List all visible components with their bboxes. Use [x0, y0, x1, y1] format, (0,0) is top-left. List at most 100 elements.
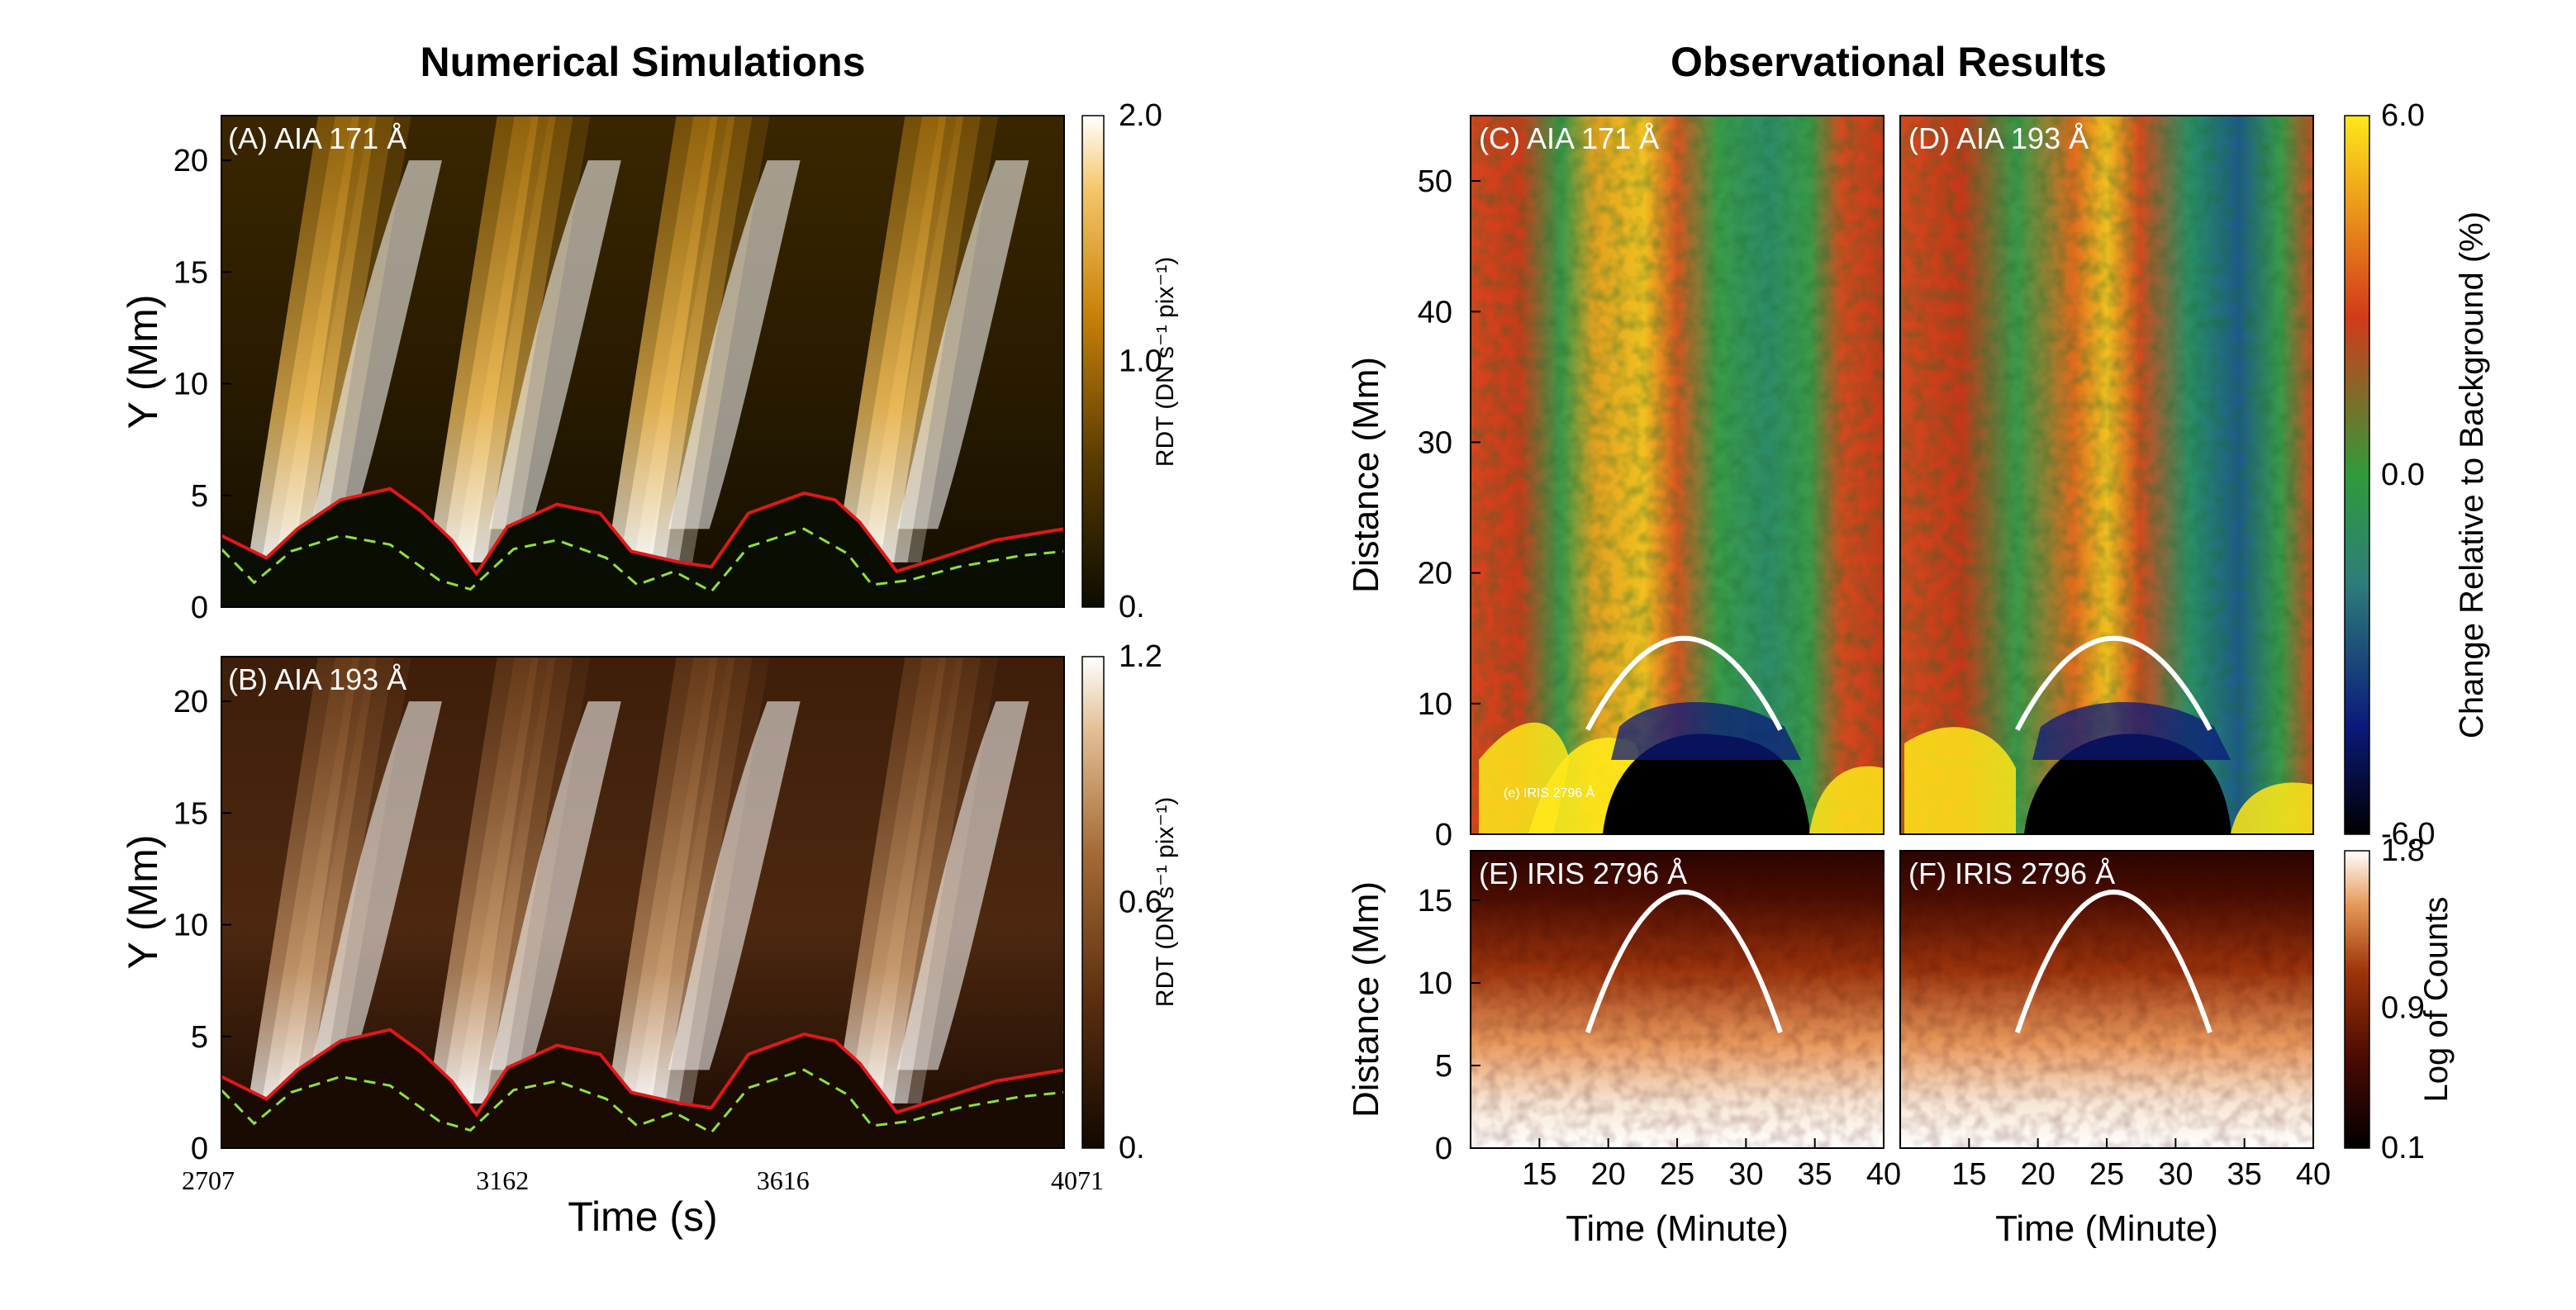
panel-e-y-tick-1: 5 [1435, 1049, 1452, 1084]
panel-d-colorbar-label: Change Relative to Background (%) [2454, 211, 2490, 738]
panel-b-cb-tick-2: 0. [1119, 1131, 1145, 1165]
panel-c-y-tick-1: 10 [1418, 687, 1452, 722]
panel-e-features [1471, 851, 1884, 1148]
panel-b-label: (B) AIA 193 Å [228, 662, 406, 696]
panel-f-x-tick-2: 25 [2089, 1157, 2124, 1192]
panel-c-label: (C) AIA 171 Å [1479, 121, 1659, 155]
panel-a-colorbar-ticks: 2.0 1.0 0. [1119, 98, 1162, 624]
panel-f-x-tick-5: 40 [2296, 1157, 2331, 1192]
panel-a-y-ticks: 0 5 10 15 20 [173, 144, 231, 625]
panel-b-y-tick-1: 5 [191, 1020, 208, 1055]
panel-a-y-axis-title: Y (Mm) [120, 295, 166, 430]
panel-f-cb-tick-2: 0.1 [2381, 1131, 2425, 1165]
panel-e-x-tick-0: 15 [1522, 1157, 1557, 1192]
panel-d-blue-dimming [2032, 702, 2231, 760]
panel-a-dashed-line [221, 527, 1064, 594]
streaksB-core-3 [896, 701, 1029, 1070]
panel-b-dashed-line [221, 1068, 1064, 1135]
panel-c-bright-left [1479, 722, 1570, 834]
panel-f-x-tick-4: 35 [2227, 1157, 2262, 1192]
panel-f-texture [1900, 851, 2313, 1148]
panel-d-cb-tick-1: 0.0 [2381, 458, 2425, 492]
panel-b-colorbar [1081, 656, 1105, 1149]
panel-f-colorbar [2344, 850, 2370, 1149]
panel-e-x-tick-4: 35 [1798, 1157, 1832, 1192]
panel-f: (F) IRIS 2796 Å 15 20 25 30 35 40 Time (Minut… [1899, 833, 2455, 1249]
panel-a-cb-tick-0: 2.0 [1119, 98, 1162, 133]
panel-b-x-tick-2: 3616 [757, 1165, 810, 1195]
panel-b-colorbar-ticks: 1.2 0.6 0. [1119, 639, 1162, 1165]
panel-b-boundary-line [221, 1028, 1064, 1118]
panel-f-x-tick-3: 30 [2158, 1157, 2193, 1192]
panel-b-cb-tick-1: 0.6 [1119, 885, 1162, 920]
panel-c-frame [1470, 115, 1884, 835]
panel-b-x-tick-3: 4071 [1051, 1165, 1104, 1195]
panel-a-cb-tick-1: 1.0 [1119, 344, 1162, 379]
panel-b-y-axis-title: Y (Mm) [120, 835, 166, 970]
panel-a-colorbar [1081, 115, 1105, 608]
right-section-title: Observational Results [1671, 39, 2107, 85]
panel-d-bright-left [1904, 727, 2016, 834]
panel-c-inset-label: (e) IRIS 2796 Å [1504, 785, 1595, 800]
streaksA-streak-1-3 [468, 116, 591, 562]
panel-a-streaks [248, 116, 1029, 562]
panel-e-x-tick-2: 25 [1660, 1157, 1694, 1192]
panel-d-bright-right [2231, 782, 2313, 834]
panel-e-y-tick-2: 10 [1418, 966, 1452, 1001]
panel-e-y-tick-0: 0 [1435, 1132, 1452, 1166]
panel-f-colorbar-label: Log of Counts [2418, 896, 2455, 1102]
streaksA-core-1 [488, 160, 621, 529]
panel-c-y-axis-title: Distance (Mm) [1346, 357, 1386, 593]
panel-b-frame [221, 656, 1065, 1149]
panel-a-overlays [221, 487, 1064, 607]
panel-d: (D) AIA 193 Å 6.0 0.0 -6.0 Change Relative… [1899, 98, 2490, 852]
panel-d-features [1900, 116, 2313, 834]
panel-c-features [1471, 116, 1884, 834]
panel-a-y-tick-1: 5 [191, 479, 208, 514]
panel-f-cb-tick-0: 1.8 [2381, 833, 2425, 868]
panel-a-frame [221, 115, 1065, 608]
panel-e-y-ticks: 0 5 10 15 [1418, 884, 1480, 1166]
panel-f-features [1900, 851, 2313, 1148]
panel-a-label: (A) AIA 171 Å [228, 121, 406, 155]
panel-b-y-tick-2: 10 [173, 909, 208, 943]
streaksB-core-2 [668, 701, 801, 1070]
streaksB-core-0 [309, 701, 442, 1070]
panel-f-x-ticks: 15 20 25 30 35 40 [1951, 1138, 2331, 1192]
panel-a-y-tick-2: 10 [173, 368, 208, 402]
streaksB-streak-0-3 [288, 657, 411, 1104]
streaksB-streak-2-3 [647, 657, 770, 1104]
panel-f-x-tick-1: 20 [2021, 1157, 2056, 1192]
panel-c-parabola [1585, 635, 1783, 731]
streaksA-core-3 [896, 160, 1029, 529]
panel-e: (E) IRIS 2796 Å 0 5 10 15 15 20 25 30 35 40 Dist… [1346, 850, 1901, 1249]
panel-b-x-tick-0: 2707 [182, 1165, 235, 1195]
panel-c-y-tick-2: 20 [1418, 557, 1452, 591]
panel-e-x-tick-1: 20 [1591, 1157, 1626, 1192]
panel-b-cb-tick-0: 1.2 [1119, 639, 1162, 674]
panel-a-boundary-line [221, 487, 1064, 577]
panel-d-frame [1899, 115, 2314, 835]
panel-b-x-ticks: 2707 3162 3616 4071 [182, 1165, 1104, 1195]
streaksB-streak-1-3 [468, 657, 591, 1104]
panel-a-y-tick-3: 15 [173, 255, 208, 290]
panel-d-label: (D) AIA 193 Å [1908, 121, 2089, 155]
streaksA-streak-2-3 [647, 116, 770, 562]
panel-e-x-axis-title: Time (Minute) [1566, 1208, 1789, 1249]
panel-f-parabola [2014, 889, 2212, 1033]
panel-c-blue-dimming [1611, 702, 1801, 760]
panel-b-y-ticks: 0 5 10 15 20 [173, 685, 231, 1166]
panel-c-y-tick-5: 50 [1418, 164, 1452, 199]
panel-e-x-ticks: 15 20 25 30 35 40 [1522, 1138, 1901, 1192]
panel-c-y-tick-4: 40 [1418, 295, 1452, 330]
panel-a-y-tick-4: 20 [173, 144, 208, 178]
panel-b-colorbar-label: RDT (DN s⁻¹ pix⁻¹) [1152, 797, 1179, 1007]
panel-b-y-tick-4: 20 [173, 685, 208, 719]
panel-a-y-tick-0: 0 [191, 591, 208, 625]
panel-a-colorbar-label: RDT (DN s⁻¹ pix⁻¹) [1152, 257, 1179, 467]
panel-b-x-axis-title: Time (s) [568, 1194, 717, 1240]
panel-d-cb-tick-2: -6.0 [2381, 817, 2435, 852]
panel-b-streaks [248, 657, 1029, 1104]
panel-e-parabola [1585, 889, 1783, 1033]
panel-c-y-tick-3: 30 [1418, 425, 1452, 460]
